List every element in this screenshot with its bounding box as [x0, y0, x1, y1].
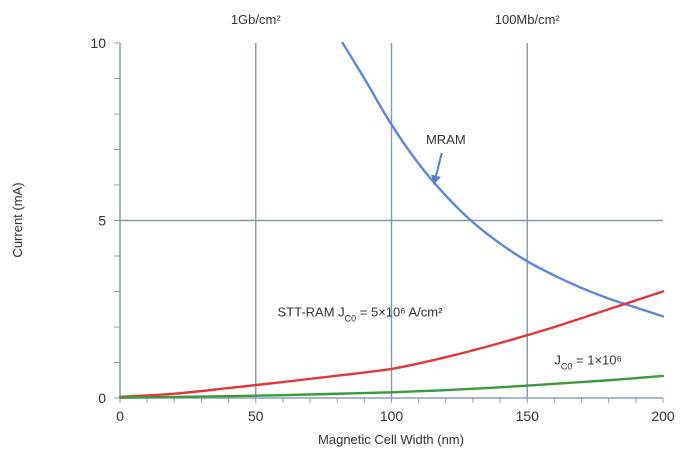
top-density-label: 100Mb/cm²: [495, 12, 561, 27]
x-tick-label: 100: [380, 408, 404, 424]
mram-annotation-label: MRAM: [426, 132, 466, 147]
x-axis-title: Magnetic Cell Width (nm): [318, 432, 464, 447]
x-tick-label: 0: [116, 408, 124, 424]
top-density-label: 1Gb/cm²: [231, 12, 282, 27]
grid-layer: [120, 43, 663, 398]
axes-layer: [114, 43, 663, 403]
y-axis-title: Current (mA): [10, 182, 25, 257]
y-tick-label: 0: [98, 390, 106, 406]
x-tick-label: 50: [248, 408, 264, 424]
x-tick-label: 150: [516, 408, 540, 424]
y-tick-label: 10: [90, 35, 106, 51]
mram-series-line: [343, 43, 663, 316]
stt-ram-5e6-annotation-label: STT-RAM JC0 = 5×10⁶ A/cm²: [277, 304, 443, 323]
y-tick-label: 5: [98, 213, 106, 229]
x-tick-label: 200: [651, 408, 675, 424]
stt-ram-1e6-annotation-label: JC0 = 1×10⁶: [554, 352, 621, 371]
